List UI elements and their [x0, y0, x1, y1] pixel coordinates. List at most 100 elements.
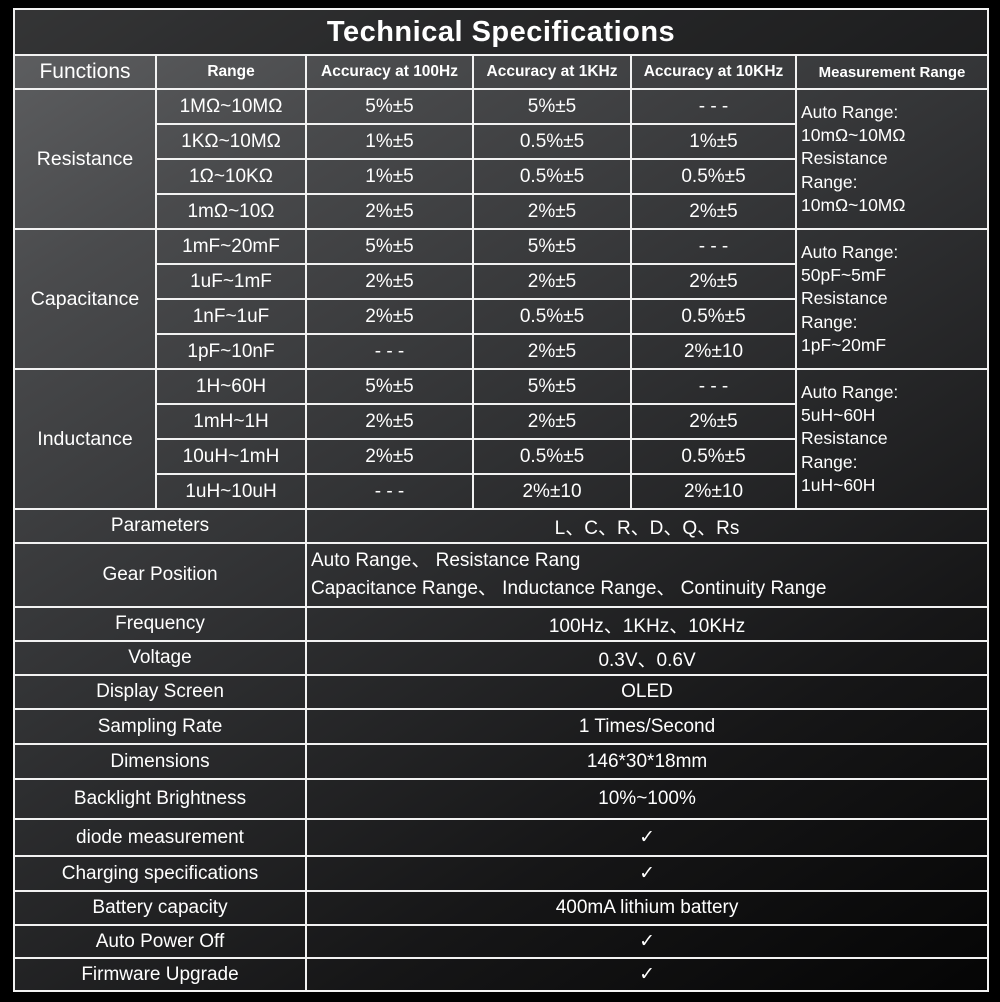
accuracy-1khz-cell: 2%±5: [472, 333, 632, 370]
spec-value-diode-measurement: ✓: [304, 818, 990, 857]
col-header-functions: Functions: [13, 54, 157, 90]
accuracy-10khz-cell: 2%±5: [630, 263, 797, 300]
spec-label-auto-power-off: Auto Power Off: [13, 924, 307, 959]
spec-label-display-screen: Display Screen: [13, 674, 307, 710]
col-header-measurement-range: Measurement Range: [794, 54, 990, 90]
accuracy-10khz-cell: 0.5%±5: [630, 298, 797, 335]
spec-value-firmware-upgrade: ✓: [304, 957, 990, 992]
col-header-accuracy-1khz: Accuracy at 1KHz: [472, 54, 632, 90]
accuracy-100hz-cell: 2%±5: [305, 193, 474, 230]
accuracy-100hz-cell: - - -: [305, 473, 474, 510]
spec-label-sampling-rate: Sampling Rate: [13, 708, 307, 745]
measurement-range-resistance: Auto Range: 10mΩ~10MΩ Resistance Range: …: [794, 88, 990, 230]
range-cell: 1Ω~10KΩ: [155, 158, 307, 195]
spec-label-charging-specifications: Charging specifications: [13, 855, 307, 892]
table-row: 1mΩ~10Ω 2%±5 2%±5 2%±5: [14, 193, 988, 230]
range-cell: 1mH~1H: [155, 403, 307, 440]
accuracy-100hz-cell: 1%±5: [305, 123, 474, 160]
accuracy-100hz-cell: 5%±5: [305, 368, 474, 405]
table-row: 10uH~1mH 2%±5 0.5%±5 0.5%±5: [14, 438, 988, 475]
spec-table: Technical Specifications Functions Range…: [12, 8, 990, 992]
accuracy-10khz-cell: - - -: [630, 228, 797, 265]
spec-value-charging-specifications: ✓: [304, 855, 990, 892]
col-header-range: Range: [155, 54, 307, 90]
spec-value-display-screen: OLED: [304, 674, 990, 710]
spec-label-frequency: Frequency: [13, 606, 307, 642]
measurement-range-capacitance: Auto Range: 50pF~5mF Resistance Range: 1…: [794, 228, 990, 370]
section-label-capacitance: Capacitance: [13, 228, 157, 370]
spec-value-auto-power-off: ✓: [304, 924, 990, 959]
accuracy-10khz-cell: 2%±5: [630, 193, 797, 230]
section-label-resistance: Resistance: [13, 88, 157, 230]
range-cell: 1H~60H: [155, 368, 307, 405]
page-title: Technical Specifications: [12, 8, 990, 56]
table-row: Inductance 1H~60H 5%±5 5%±5 - - - Auto R…: [13, 368, 990, 510]
spec-label-firmware-upgrade: Firmware Upgrade: [13, 957, 307, 992]
range-cell: 1mF~20mF: [155, 228, 307, 265]
range-cell: 1nF~1uF: [155, 298, 307, 335]
table-row: Backlight Brightness 10%~100%: [13, 778, 990, 820]
col-header-accuracy-10khz: Accuracy at 10KHz: [630, 54, 797, 90]
range-cell: 1mΩ~10Ω: [155, 193, 307, 230]
accuracy-10khz-cell: - - -: [630, 368, 797, 405]
accuracy-100hz-cell: 2%±5: [305, 263, 474, 300]
spec-value-voltage: 0.3V、0.6V: [304, 640, 990, 676]
accuracy-10khz-cell: 2%±10: [630, 333, 797, 370]
spec-label-backlight-brightness: Backlight Brightness: [13, 778, 307, 820]
table-row: 1uF~1mF 2%±5 2%±5 2%±5: [14, 263, 988, 300]
table-row: Voltage 0.3V、0.6V: [13, 640, 990, 676]
accuracy-100hz-cell: 5%±5: [305, 88, 474, 125]
table-row: Auto Power Off ✓: [13, 924, 990, 959]
table-row: Sampling Rate 1 Times/Second: [13, 708, 990, 745]
accuracy-100hz-cell: 5%±5: [305, 228, 474, 265]
accuracy-100hz-cell: 2%±5: [305, 403, 474, 440]
spec-label-voltage: Voltage: [13, 640, 307, 676]
table-row: Gear Position Auto Range、 Resistance Ran…: [13, 542, 990, 608]
accuracy-100hz-cell: - - -: [305, 333, 474, 370]
range-cell: 1MΩ~10MΩ: [155, 88, 307, 125]
table-row: Charging specifications ✓: [13, 855, 990, 892]
accuracy-100hz-cell: 2%±5: [305, 438, 474, 475]
accuracy-10khz-cell: 0.5%±5: [630, 438, 797, 475]
accuracy-10khz-cell: 1%±5: [630, 123, 797, 160]
accuracy-1khz-cell: 0.5%±5: [472, 298, 632, 335]
accuracy-100hz-cell: 1%±5: [305, 158, 474, 195]
range-cell: 1uH~10uH: [155, 473, 307, 510]
spec-value-sampling-rate: 1 Times/Second: [304, 708, 990, 745]
accuracy-1khz-cell: 0.5%±5: [472, 158, 632, 195]
range-cell: 1pF~10nF: [155, 333, 307, 370]
table-row: diode measurement ✓: [13, 818, 990, 857]
table-row: Parameters L、C、R、D、Q、Rs: [13, 508, 990, 544]
table-row: Dimensions 146*30*18mm: [13, 743, 990, 780]
accuracy-1khz-cell: 0.5%±5: [472, 123, 632, 160]
spec-label-dimensions: Dimensions: [13, 743, 307, 780]
accuracy-1khz-cell: 0.5%±5: [472, 438, 632, 475]
table-row: Frequency 100Hz、1KHz、10KHz: [13, 606, 990, 642]
spec-value-dimensions: 146*30*18mm: [304, 743, 990, 780]
accuracy-1khz-cell: 2%±10: [472, 473, 632, 510]
table-row: Firmware Upgrade ✓: [13, 957, 990, 992]
accuracy-1khz-cell: 2%±5: [472, 263, 632, 300]
accuracy-10khz-cell: - - -: [630, 88, 797, 125]
col-header-accuracy-100hz: Accuracy at 100Hz: [305, 54, 474, 90]
range-cell: 1uF~1mF: [155, 263, 307, 300]
spec-label-parameters: Parameters: [13, 508, 307, 544]
table-row: 1Ω~10KΩ 1%±5 0.5%±5 0.5%±5: [14, 158, 988, 195]
table-row: Display Screen OLED: [13, 674, 990, 710]
accuracy-10khz-cell: 2%±5: [630, 403, 797, 440]
table-row: Resistance 1MΩ~10MΩ 5%±5 5%±5 - - - Auto…: [13, 88, 990, 230]
spec-value-frequency: 100Hz、1KHz、10KHz: [304, 606, 990, 642]
spec-label-gear-position: Gear Position: [13, 542, 307, 608]
range-cell: 10uH~1mH: [155, 438, 307, 475]
table-row: Capacitance 1mF~20mF 5%±5 5%±5 - - - Aut…: [13, 228, 990, 370]
accuracy-10khz-cell: 0.5%±5: [630, 158, 797, 195]
spec-value-battery-capacity: 400mA lithium battery: [304, 890, 990, 926]
spec-value-backlight-brightness: 10%~100%: [304, 778, 990, 820]
table-row: 1uH~10uH - - - 2%±10 2%±10: [14, 473, 988, 510]
section-label-inductance: Inductance: [13, 368, 157, 510]
range-cell: 1KΩ~10MΩ: [155, 123, 307, 160]
spec-label-diode-measurement: diode measurement: [13, 818, 307, 857]
table-row: 1mH~1H 2%±5 2%±5 2%±5: [14, 403, 988, 440]
table-row: Battery capacity 400mA lithium battery: [13, 890, 990, 926]
